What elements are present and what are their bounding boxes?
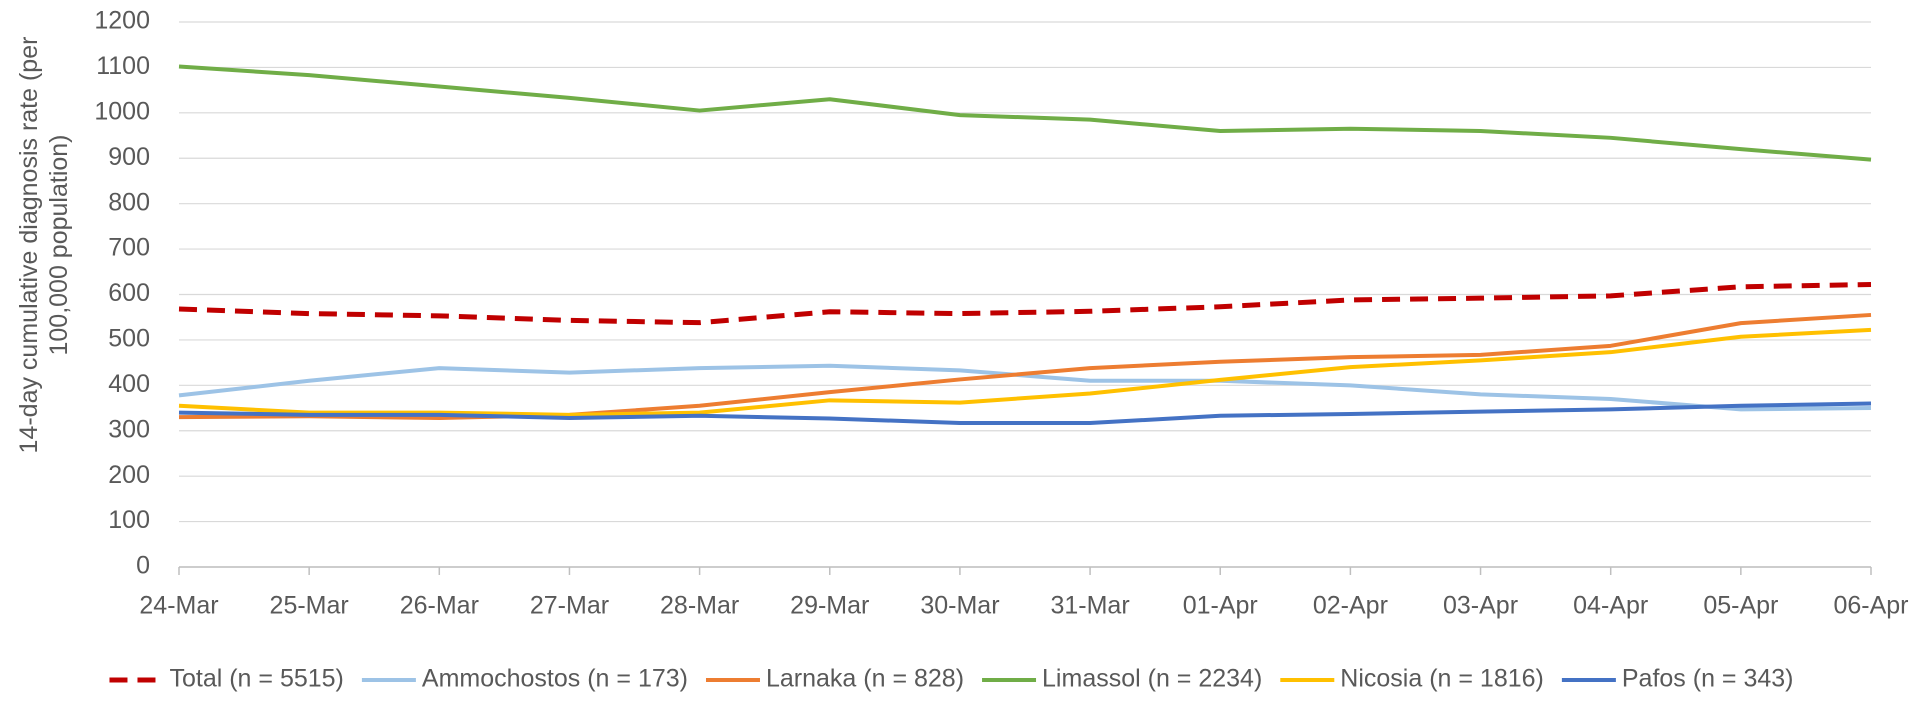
y-tick-label: 200 bbox=[108, 461, 150, 489]
legend-label: Pafos (n = 343) bbox=[1622, 665, 1794, 693]
y-tick-label: 100 bbox=[108, 506, 150, 534]
y-tick-label: 700 bbox=[108, 234, 150, 262]
x-tick-label: 05-Apr bbox=[1703, 592, 1778, 620]
x-tick-label: 25-Mar bbox=[270, 592, 349, 620]
x-tick-label: 04-Apr bbox=[1573, 592, 1648, 620]
y-tick-label: 600 bbox=[108, 279, 150, 307]
y-tick-label: 1100 bbox=[96, 52, 150, 80]
y-axis-label: 14-day cumulative diagnosis rate (per 10… bbox=[15, 36, 73, 454]
y-tick-label: 800 bbox=[108, 188, 150, 216]
series-line bbox=[178, 327, 1872, 417]
x-tick-label: 01-Apr bbox=[1183, 592, 1258, 620]
x-tick-label: 30-Mar bbox=[920, 592, 999, 620]
legend-label: Larnaka (n = 828) bbox=[766, 665, 964, 693]
y-tick-label: 400 bbox=[108, 370, 150, 398]
x-tick-label: 27-Mar bbox=[530, 592, 609, 620]
y-tick-label: 300 bbox=[108, 415, 150, 443]
y-tick-label: 900 bbox=[108, 143, 150, 171]
legend-label: Nicosia (n = 1816) bbox=[1340, 665, 1544, 693]
x-tick-label: 31-Mar bbox=[1050, 592, 1129, 620]
x-tick-label: 29-Mar bbox=[790, 592, 869, 620]
x-tick-label: 02-Apr bbox=[1313, 592, 1388, 620]
series-line bbox=[178, 401, 1872, 426]
y-tick-label: 500 bbox=[108, 325, 150, 353]
x-tick-label: 06-Apr bbox=[1833, 592, 1908, 620]
legend-label: Limassol (n = 2234) bbox=[1042, 665, 1262, 693]
series-line bbox=[178, 282, 1872, 326]
y-tick-label: 1200 bbox=[94, 7, 150, 35]
legend-label: Total (n = 5515) bbox=[169, 665, 343, 693]
x-tick-label: 03-Apr bbox=[1443, 592, 1518, 620]
x-tick-label: 26-Mar bbox=[400, 592, 479, 620]
series-line bbox=[178, 312, 1872, 421]
series-line bbox=[178, 64, 1872, 162]
x-tick-label: 24-Mar bbox=[139, 592, 218, 620]
y-tick-label: 1000 bbox=[94, 97, 150, 125]
y-tick-label: 0 bbox=[136, 552, 150, 580]
x-tick-label: 28-Mar bbox=[660, 592, 739, 620]
legend-label: Ammochostos (n = 173) bbox=[422, 665, 688, 693]
